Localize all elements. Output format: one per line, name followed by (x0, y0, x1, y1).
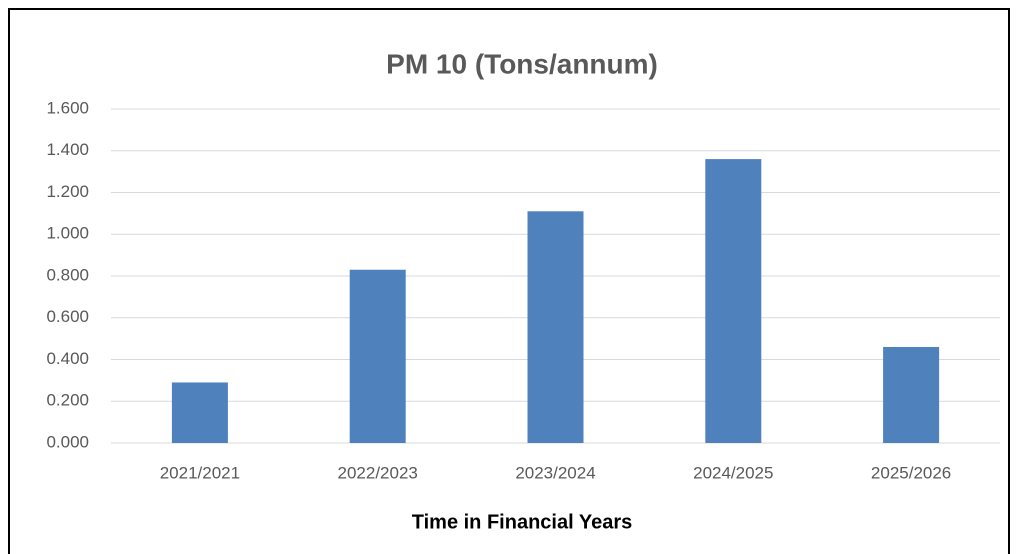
y-tick-label: 0.800 (46, 265, 89, 284)
x-axis-title: Time in Financial Years (412, 511, 632, 533)
bar (705, 159, 762, 443)
bar (349, 269, 406, 443)
x-tick-label: 2022/2023 (338, 463, 418, 482)
bar (883, 346, 940, 443)
y-tick-label: 0.600 (46, 307, 89, 326)
y-tick-label: 0.200 (46, 391, 89, 410)
bar (527, 211, 584, 443)
chart-border (8, 8, 1010, 554)
y-tick-label: 0.000 (46, 432, 89, 451)
y-tick-label: 1.400 (46, 140, 89, 159)
x-tick-label: 2021/2021 (160, 463, 240, 482)
y-tick-label: 0.400 (46, 349, 89, 368)
y-tick-label: 1.000 (46, 224, 89, 243)
y-tick-label: 1.200 (46, 182, 89, 201)
x-tick-label: 2024/2025 (693, 463, 773, 482)
bar (171, 382, 228, 443)
x-tick-label: 2023/2024 (515, 463, 595, 482)
y-tick-label: 1.600 (46, 98, 89, 117)
chart-title: PM 10 (Tons/annum) (386, 48, 658, 79)
x-tick-label: 2025/2026 (871, 463, 951, 482)
